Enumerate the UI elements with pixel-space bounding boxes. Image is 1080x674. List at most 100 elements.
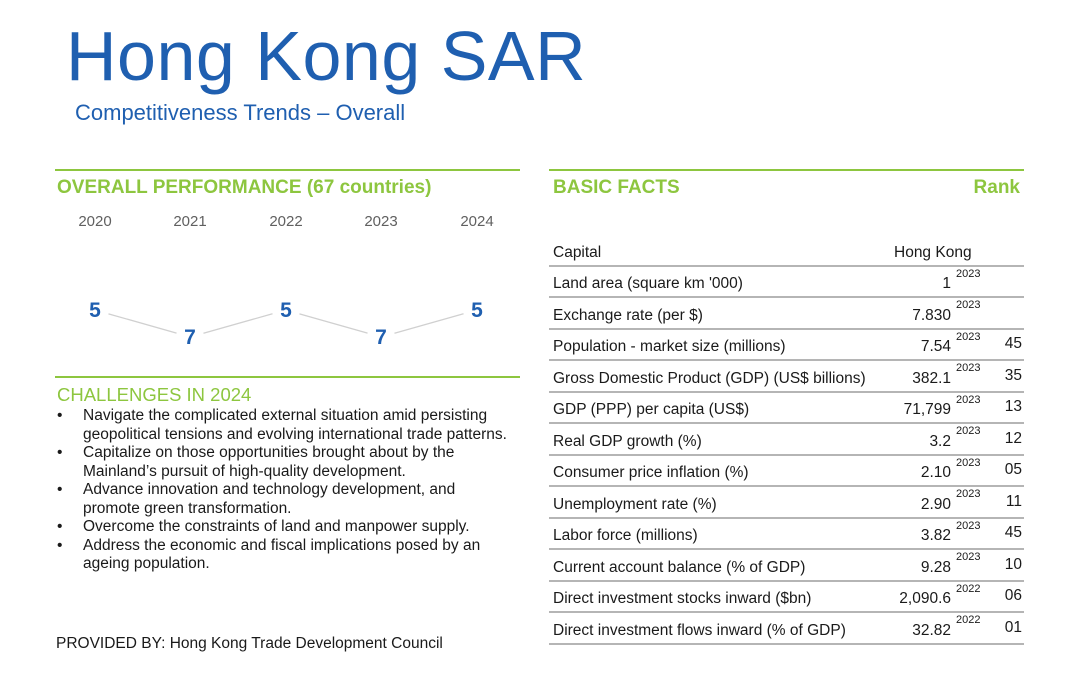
- fact-year: 2023: [956, 362, 981, 374]
- fact-year: 2022: [956, 614, 981, 626]
- rank-heading: Rank: [973, 177, 1020, 198]
- basic-facts-heading: BASIC FACTS: [553, 177, 680, 198]
- bullet-icon: •: [57, 518, 63, 535]
- fact-label: Labor force (millions): [553, 527, 698, 544]
- fact-rank: 11: [1005, 492, 1022, 510]
- rank-point-label: 7: [375, 326, 387, 349]
- ranking-line-segment: [394, 313, 464, 334]
- basic-facts-section-rule: [549, 169, 1024, 171]
- fact-value: 7.830: [912, 306, 951, 324]
- overall-performance-heading: OVERALL PERFORMANCE (67 countries): [57, 177, 432, 198]
- fact-year: 2023: [956, 456, 981, 469]
- fact-label: Real GDP growth (%): [553, 432, 702, 450]
- fact-rank: 10: [1004, 555, 1022, 573]
- bullet-icon: •: [57, 407, 63, 424]
- table-row: Current account balance (% of GDP) 9.28 20…: [549, 550, 1024, 582]
- fact-year: 2023: [956, 330, 981, 343]
- year-label: 2024: [460, 213, 494, 230]
- ranking-line-segment: [299, 313, 368, 334]
- fact-label: Current account balance (% of GDP): [553, 558, 806, 576]
- challenge-text: Navigate the complicated external situat…: [83, 407, 507, 443]
- year-label: 2020: [78, 213, 112, 230]
- table-row: Land area (square km '000) 1 2023: [549, 267, 1024, 298]
- year-label: 2021: [173, 213, 207, 230]
- table-row: Direct investment flows inward (% of GDP…: [549, 613, 1024, 645]
- challenge-item: • Navigate the complicated external situa…: [55, 407, 515, 444]
- fact-year: 2023: [956, 488, 981, 500]
- fact-value: 2.90: [920, 495, 951, 513]
- bullet-icon: •: [57, 481, 63, 498]
- fact-year: 2023: [956, 425, 981, 437]
- fact-rank: 35: [1004, 366, 1022, 384]
- capital-label: Capital: [553, 243, 602, 261]
- fact-value: 2,090.6: [899, 590, 951, 607]
- fact-value: 3.82: [920, 527, 951, 544]
- challenges-heading: CHALLENGES IN 2024: [57, 384, 252, 405]
- table-row-capital: Capital Hong Kong: [549, 235, 1024, 267]
- fact-value: 3.2: [929, 432, 951, 450]
- fact-value: 71,799: [903, 401, 951, 418]
- page-title: Hong Kong SAR: [66, 17, 587, 95]
- challenge-text: Address the economic and fiscal implicat…: [83, 536, 481, 573]
- fact-label: Exchange rate (per $): [553, 306, 703, 324]
- table-row: Exchange rate (per $) 7.830 2023: [549, 298, 1024, 330]
- capital-value: Hong Kong: [894, 243, 972, 261]
- table-row: Population - market size (millions) 7.54 2…: [549, 330, 1024, 361]
- fact-label: GDP (PPP) per capita (US$): [553, 401, 750, 418]
- challenge-item: • Capitalize on those opportunities broug…: [55, 444, 515, 481]
- fact-rank: 01: [1004, 618, 1022, 636]
- provided-by: PROVIDED BY: Hong Kong Trade Development…: [56, 635, 443, 652]
- fact-label: Unemployment rate (%): [553, 495, 717, 513]
- challenge-item: • Advance innovation and technology devel…: [55, 481, 515, 518]
- fact-value: 7.54: [920, 338, 951, 355]
- fact-value: 1: [942, 275, 951, 292]
- challenge-text: Overcome the constraints of land and man…: [83, 518, 470, 535]
- challenge-item: • Overcome the constraints of land and ma…: [55, 518, 515, 537]
- table-row: Unemployment rate (%) 2.90 2023 11: [549, 487, 1024, 519]
- challenge-text: Advance innovation and technology develo…: [83, 481, 456, 517]
- bullet-icon: •: [57, 536, 63, 554]
- ranking-line-segment: [203, 313, 273, 334]
- challenge-item: • Address the economic and fiscal implica…: [55, 537, 515, 574]
- rank-point-label: 7: [184, 326, 196, 349]
- rank-point-label: 5: [471, 299, 483, 322]
- fact-rank: 05: [1004, 461, 1022, 478]
- fact-rank: 13: [1004, 398, 1022, 415]
- fact-rank: 12: [1004, 429, 1022, 447]
- year-label: 2023: [364, 213, 398, 230]
- challenges-list: • Navigate the complicated external situa…: [55, 407, 515, 574]
- rank-point-label: 5: [89, 299, 101, 322]
- table-row: Real GDP growth (%) 3.2 2023 12: [549, 424, 1024, 456]
- fact-label: Gross Domestic Product (GDP) (US$ billio…: [553, 369, 866, 387]
- fact-label: Consumer price inflation (%): [553, 464, 749, 481]
- fact-value: 2.10: [920, 464, 951, 481]
- table-row: Labor force (millions) 3.82 2023 45: [549, 519, 1024, 550]
- table-row: Consumer price inflation (%) 2.10 2023 05: [549, 456, 1024, 487]
- fact-rank: 45: [1004, 335, 1022, 352]
- table-row: GDP (PPP) per capita (US$) 71,799 2023 13: [549, 393, 1024, 424]
- overall-section-rule: [55, 169, 520, 171]
- fact-year: 2022: [956, 582, 981, 595]
- fact-rank: 45: [1004, 524, 1022, 541]
- fact-year: 2023: [956, 393, 981, 406]
- fact-label: Direct investment flows inward (% of GDP…: [553, 621, 846, 639]
- challenge-text: Capitalize on those opportunities brough…: [83, 444, 455, 480]
- rank-point-label: 5: [280, 299, 292, 322]
- table-row: Direct investment stocks inward ($bn) 2,0…: [549, 582, 1024, 613]
- year-label: 2022: [269, 213, 303, 230]
- fact-value: 382.1: [912, 369, 951, 387]
- ranking-line-segment: [108, 313, 177, 334]
- basic-facts-table: Capital Hong Kong Land area (square km '…: [549, 235, 1024, 645]
- fact-label: Land area (square km '000): [553, 275, 743, 292]
- page-subtitle: Competitiveness Trends – Overall: [75, 100, 406, 125]
- fact-year: 2023: [956, 267, 981, 280]
- fact-value: 9.28: [920, 558, 951, 576]
- fact-label: Direct investment stocks inward ($bn): [553, 590, 812, 607]
- fact-year: 2023: [956, 299, 981, 311]
- fact-label: Population - market size (millions): [553, 338, 786, 355]
- challenges-section-rule: [55, 376, 520, 378]
- table-row: Gross Domestic Product (GDP) (US$ billio…: [549, 361, 1024, 393]
- fact-year: 2023: [956, 551, 981, 563]
- fact-rank: 06: [1004, 587, 1022, 604]
- fact-value: 32.82: [912, 621, 951, 639]
